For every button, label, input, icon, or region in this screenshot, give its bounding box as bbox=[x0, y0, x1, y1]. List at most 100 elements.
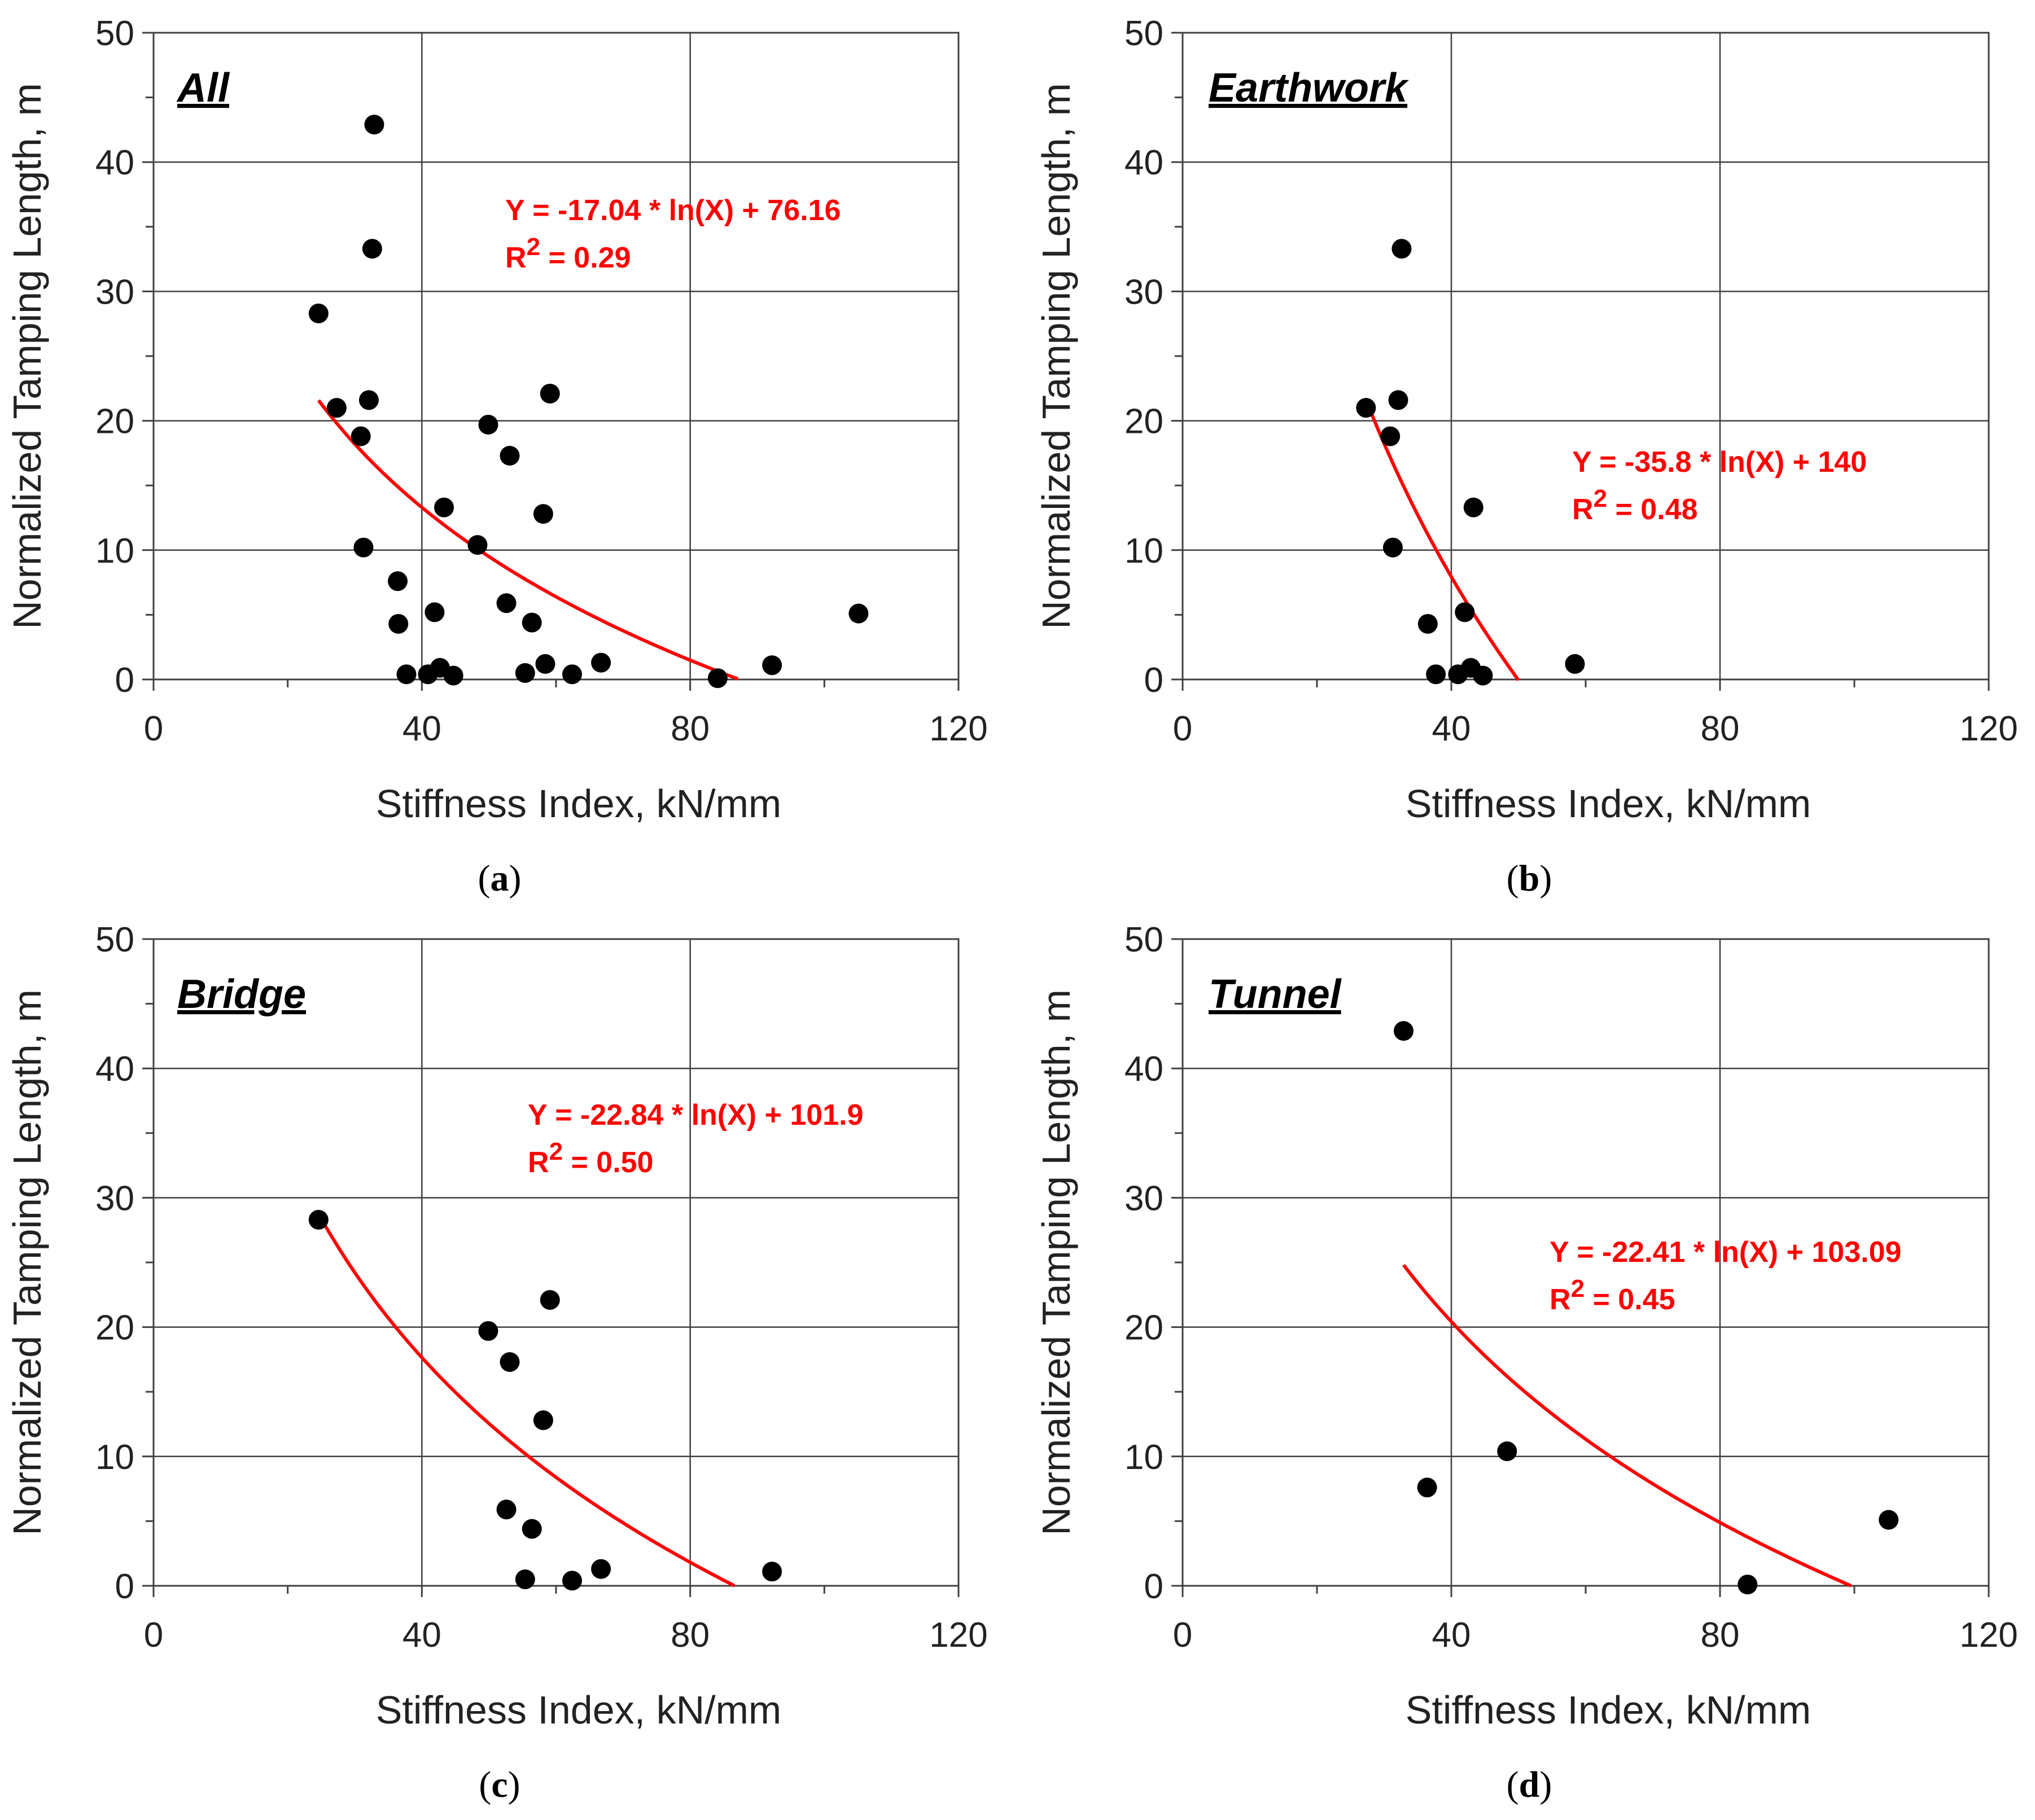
data-point bbox=[1473, 665, 1493, 686]
data-point bbox=[535, 654, 555, 674]
panel-caption: (a) bbox=[478, 858, 522, 899]
caption-open-paren: ( bbox=[479, 1764, 491, 1805]
y-axis-title: Normalized Tamping Length, m bbox=[1034, 989, 1078, 1536]
y-tick-label: 40 bbox=[1124, 1050, 1163, 1089]
data-point bbox=[424, 602, 445, 622]
y-tick-label: 40 bbox=[95, 143, 134, 182]
data-point bbox=[522, 1519, 542, 1539]
fit-equation: Y = -22.84 * ln(X) + 101.9 bbox=[528, 1099, 864, 1132]
data-point bbox=[326, 398, 347, 418]
data-point bbox=[1382, 537, 1403, 558]
data-point bbox=[1463, 497, 1483, 518]
y-tick-label: 50 bbox=[95, 14, 134, 53]
data-point bbox=[533, 504, 553, 524]
y-tick-label: 40 bbox=[1124, 143, 1163, 182]
y-tick-label: 50 bbox=[95, 920, 134, 959]
r-squared-superscript: 2 bbox=[1571, 1275, 1585, 1302]
data-point bbox=[388, 613, 409, 634]
caption-open-paren: ( bbox=[1507, 1764, 1519, 1805]
panel-title: All bbox=[176, 65, 230, 111]
x-tick-label: 120 bbox=[1959, 1616, 2018, 1655]
fit-curve bbox=[317, 399, 739, 681]
data-point bbox=[467, 535, 488, 555]
data-point bbox=[591, 652, 611, 673]
data-point bbox=[762, 655, 782, 676]
data-point bbox=[1455, 602, 1475, 622]
fit-curve bbox=[1402, 1264, 1852, 1587]
r-squared-superscript: 2 bbox=[1594, 485, 1607, 512]
data-point bbox=[351, 426, 371, 446]
x-axis-title: Stiffness Index, kN/mm bbox=[1406, 1688, 1811, 1732]
panel-caption: (d) bbox=[1507, 1764, 1552, 1805]
fit-equation: Y = -35.8 * ln(X) + 140 bbox=[1572, 446, 1867, 479]
data-point bbox=[533, 1410, 553, 1431]
data-point bbox=[515, 663, 535, 683]
data-point bbox=[591, 1559, 611, 1579]
y-tick-label: 20 bbox=[1124, 1309, 1163, 1348]
panel-c: 0 40 80 120 0 10 20 30 40 50 Stiffness Index, kN/m… bbox=[5, 920, 988, 1805]
data-point bbox=[522, 612, 542, 633]
x-tick-label: 0 bbox=[144, 1616, 163, 1655]
r-squared-value: = 0.29 bbox=[540, 242, 631, 274]
x-tick-label: 80 bbox=[671, 709, 710, 748]
r-squared-symbol: R bbox=[528, 1146, 549, 1179]
fit-curve bbox=[317, 1213, 736, 1587]
x-tick-label: 40 bbox=[402, 1616, 441, 1655]
panel-caption: (c) bbox=[479, 1764, 520, 1805]
data-point bbox=[358, 390, 379, 410]
x-axis-title: Stiffness Index, kN/mm bbox=[376, 782, 781, 826]
data-point bbox=[1565, 654, 1585, 674]
data-point bbox=[496, 593, 517, 613]
data-point bbox=[308, 303, 329, 323]
data-point bbox=[762, 1562, 782, 1582]
y-tick-label: 20 bbox=[95, 402, 134, 441]
caption-letter: a bbox=[491, 858, 509, 899]
fit-equation: Y = -17.04 * ln(X) + 76.16 bbox=[505, 194, 841, 227]
data-point bbox=[1497, 1441, 1517, 1462]
y-tick-label: 30 bbox=[95, 1179, 134, 1218]
r-squared-value: = 0.45 bbox=[1585, 1283, 1675, 1316]
data-point bbox=[364, 115, 384, 135]
y-tick-label: 10 bbox=[1124, 532, 1163, 571]
y-tick-label: 50 bbox=[1124, 920, 1163, 959]
fit-curve bbox=[1364, 399, 1520, 681]
r-squared: R2 = 0.45 bbox=[1550, 1275, 1675, 1316]
data-point bbox=[515, 1569, 535, 1590]
data-point bbox=[707, 668, 728, 688]
x-tick-label: 40 bbox=[1432, 1616, 1471, 1655]
data-point bbox=[540, 383, 560, 404]
caption-letter: b bbox=[1519, 858, 1540, 899]
y-tick-label: 0 bbox=[115, 661, 134, 700]
y-tick-label: 10 bbox=[1124, 1438, 1163, 1477]
panel-title: Earthwork bbox=[1209, 65, 1410, 111]
r-squared: R2 = 0.50 bbox=[528, 1138, 654, 1179]
data-point bbox=[496, 1499, 517, 1520]
x-tick-label: 40 bbox=[402, 709, 441, 748]
data-point bbox=[308, 1209, 329, 1230]
data-point bbox=[362, 239, 382, 259]
fit-equation: Y = -22.41 * ln(X) + 103.09 bbox=[1550, 1236, 1901, 1269]
caption-letter: d bbox=[1519, 1764, 1540, 1805]
r-squared: R2 = 0.48 bbox=[1572, 485, 1698, 526]
caption-close-paren: ) bbox=[1539, 1764, 1552, 1805]
data-point bbox=[388, 571, 408, 591]
panel-a: 0 40 80 120 0 10 20 30 40 50 Stiffness Index, kN/m… bbox=[5, 14, 988, 899]
y-tick-label: 30 bbox=[1124, 1179, 1163, 1218]
x-tick-label: 80 bbox=[1701, 1616, 1740, 1655]
r-squared-value: = 0.48 bbox=[1607, 493, 1697, 526]
data-point bbox=[353, 537, 374, 558]
y-axis-title: Normalized Tamping Length, m bbox=[1034, 83, 1078, 629]
x-tick-label: 0 bbox=[1173, 709, 1192, 748]
data-point bbox=[1356, 398, 1376, 418]
data-point bbox=[562, 1571, 583, 1591]
r-squared-symbol: R bbox=[505, 242, 527, 274]
x-axis-title: Stiffness Index, kN/mm bbox=[376, 1688, 781, 1732]
data-point bbox=[1388, 390, 1408, 410]
caption-close-paren: ) bbox=[508, 1764, 520, 1805]
data-point bbox=[540, 1290, 560, 1310]
r-squared-superscript: 2 bbox=[549, 1138, 563, 1165]
y-tick-label: 40 bbox=[95, 1050, 134, 1089]
data-point bbox=[1426, 664, 1446, 685]
x-axis-title: Stiffness Index, kN/mm bbox=[1406, 782, 1811, 826]
